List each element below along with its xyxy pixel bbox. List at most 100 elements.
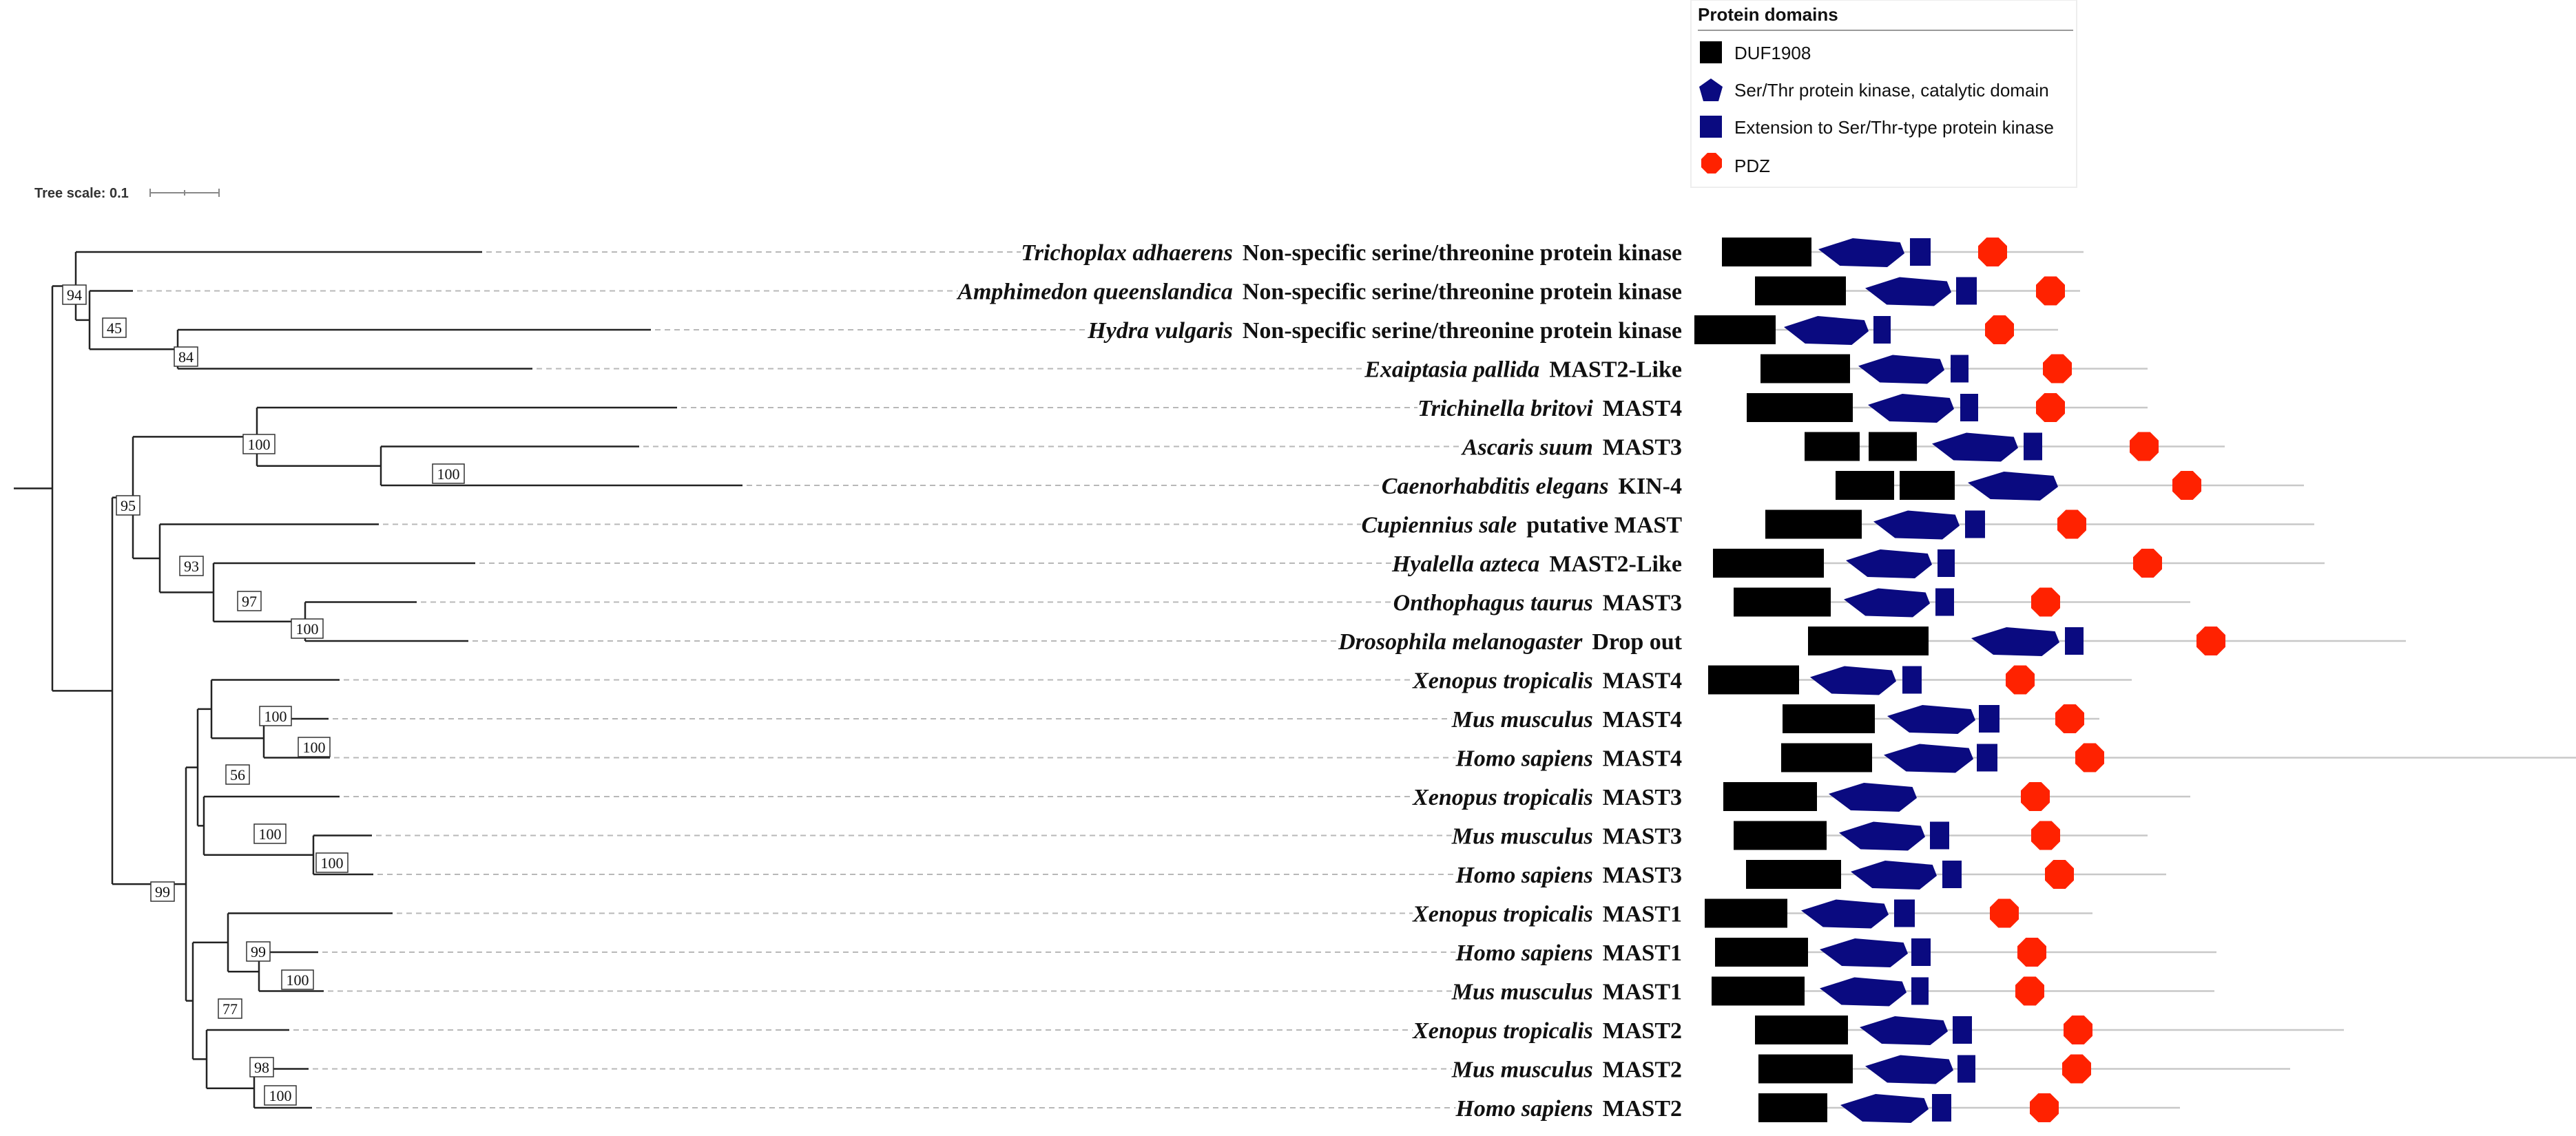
- taxon-label: Hyalella azteca MAST2-Like: [1391, 551, 1682, 577]
- pdz-domain: [2172, 471, 2201, 500]
- taxon-label: Trichinella britovi MAST4: [1417, 396, 1682, 421]
- species-name: Hyalella azteca: [1391, 551, 1539, 577]
- protein-name: MAST1: [1603, 940, 1682, 966]
- taxon-label: Xenopus tropicalis MAST1: [1412, 902, 1682, 927]
- kinase-domain: [1865, 277, 1951, 306]
- bootstrap-value: 99: [155, 883, 170, 901]
- kinase-domain: [1887, 705, 1975, 734]
- legend-duf-label: DUF1908: [1734, 43, 1811, 63]
- kinase-domain: [1968, 472, 2058, 501]
- kinase-extension-domain: [1942, 861, 1962, 888]
- taxon-label: Ascaris suum MAST3: [1461, 435, 1682, 461]
- duf1908-domain: [1783, 704, 1875, 733]
- species-name: Homo sapiens: [1455, 1096, 1592, 1122]
- kinase-domain: [1801, 899, 1889, 929]
- kinase-domain: [1873, 510, 1960, 540]
- species-name: Mus musculus: [1451, 824, 1593, 850]
- protein-name: MAST2: [1603, 1096, 1682, 1122]
- kinase-extension-domain: [1960, 394, 1978, 421]
- kinase-domain: [1868, 394, 1954, 423]
- species-name: Xenopus tropicalis: [1412, 902, 1593, 927]
- protein-name: MAST3: [1603, 785, 1682, 810]
- bootstrap-value: 97: [242, 593, 257, 610]
- protein-name: MAST4: [1603, 396, 1682, 421]
- taxon-labels: Trichoplax adhaerens Non-specific serine/…: [956, 240, 1682, 1122]
- species-name: Drosophila melanogaster: [1338, 629, 1583, 655]
- species-name: Onthophagus taurus: [1393, 591, 1593, 616]
- legend-ext-label: Extension to Ser/Thr-type protein kinase: [1734, 117, 2054, 138]
- protein-name: Non-specific serine/threonine protein ki…: [1243, 240, 1682, 266]
- species-name: Homo sapiens: [1455, 746, 1592, 772]
- protein-name: MAST2-Like: [1549, 551, 1682, 577]
- duf1908-domain: [1836, 471, 1894, 500]
- taxon-label: Mus musculus MAST2: [1451, 1058, 1682, 1083]
- legend-pdz-label: PDZ: [1734, 156, 1770, 176]
- pdz-domain: [2021, 782, 2050, 811]
- pdz-domain: [2031, 587, 2060, 617]
- tree-scale-label: Tree scale: 0.1: [34, 186, 129, 201]
- bootstrap-value: 100: [264, 708, 287, 725]
- duf1908-domain: [1734, 587, 1831, 617]
- bootstrap-values: 94 45 84 100 100 95 93 97 100 100 100 56 100 100 99 99 1…: [62, 284, 465, 1106]
- species-name: Homo sapiens: [1455, 940, 1592, 966]
- legend-ext-swatch: [1700, 116, 1722, 138]
- bootstrap-box: [225, 764, 250, 785]
- duf1908-domain: [1755, 276, 1846, 306]
- kinase-domain: [1839, 821, 1925, 851]
- taxon-label: Xenopus tropicalis MAST2: [1412, 1018, 1682, 1044]
- protein-name: Non-specific serine/threonine protein ki…: [1243, 280, 1682, 305]
- species-name: Trichoplax adhaerens: [1021, 240, 1233, 266]
- kinase-domain: [1860, 1016, 1948, 1045]
- duf1908-domain: [1723, 782, 1817, 811]
- bootstrap-value: 100: [296, 620, 319, 638]
- pdz-domain: [1990, 898, 2019, 928]
- duf1908-domain: [1708, 665, 1799, 695]
- species-name: Homo sapiens: [1455, 863, 1592, 888]
- pdz-domain: [2196, 627, 2225, 655]
- kinase-domain: [1971, 627, 2059, 656]
- species-name: Trichinella britovi: [1417, 396, 1593, 421]
- duf1908-domain: [1758, 1054, 1853, 1084]
- pdz-domain: [2030, 1093, 2059, 1122]
- legend-kinase-swatch: [1699, 78, 1723, 101]
- bootstrap-value: 56: [230, 766, 245, 783]
- kinase-extension-domain: [1957, 1055, 1975, 1083]
- duf1908-domain: [1715, 938, 1808, 967]
- pdz-domain: [2057, 509, 2086, 539]
- pdz-domain: [2031, 821, 2060, 850]
- bootstrap-box: [253, 823, 287, 844]
- duf1908-domain: [1712, 976, 1805, 1006]
- kinase-extension-domain: [1953, 1016, 1972, 1044]
- bootstrap-box: [259, 706, 292, 726]
- bootstrap-value: 100: [321, 854, 344, 872]
- legend-pdz-swatch: [1701, 153, 1722, 173]
- duf1908-domain: [1805, 432, 1860, 461]
- kinase-extension-domain: [1873, 316, 1891, 344]
- bootstrap-box: [315, 852, 349, 873]
- bootstrap-value: 100: [287, 971, 309, 989]
- species-name: Xenopus tropicalis: [1412, 669, 1593, 694]
- bootstrap-box: [179, 556, 204, 576]
- bootstrap-value: 77: [222, 1000, 238, 1018]
- bootstrap-value: 84: [178, 348, 194, 366]
- bootstrap-box: [237, 591, 262, 611]
- species-name: Mus musculus: [1451, 1058, 1593, 1083]
- bootstrap-box: [432, 463, 465, 484]
- species-name: Hydra vulgaris: [1087, 318, 1233, 344]
- protein-name: KIN-4: [1618, 474, 1682, 499]
- kinase-extension-domain: [1977, 744, 1997, 772]
- duf1908-domain: [1869, 432, 1917, 461]
- protein-name: MAST4: [1603, 746, 1682, 772]
- duf1908-domain: [1747, 393, 1853, 422]
- pdz-domain: [2075, 743, 2104, 772]
- bootstrap-box: [62, 284, 87, 305]
- protein-name: MAST3: [1603, 824, 1682, 850]
- protein-name: MAST2-Like: [1549, 357, 1682, 383]
- pdz-domain: [1985, 315, 2014, 344]
- protein-name: putative MAST: [1526, 513, 1682, 538]
- taxon-label: Mus musculus MAST3: [1451, 824, 1682, 850]
- taxon-label: Homo sapiens MAST3: [1455, 863, 1682, 888]
- kinase-extension-domain: [1932, 1094, 1951, 1122]
- pdz-domain: [2064, 1016, 2092, 1044]
